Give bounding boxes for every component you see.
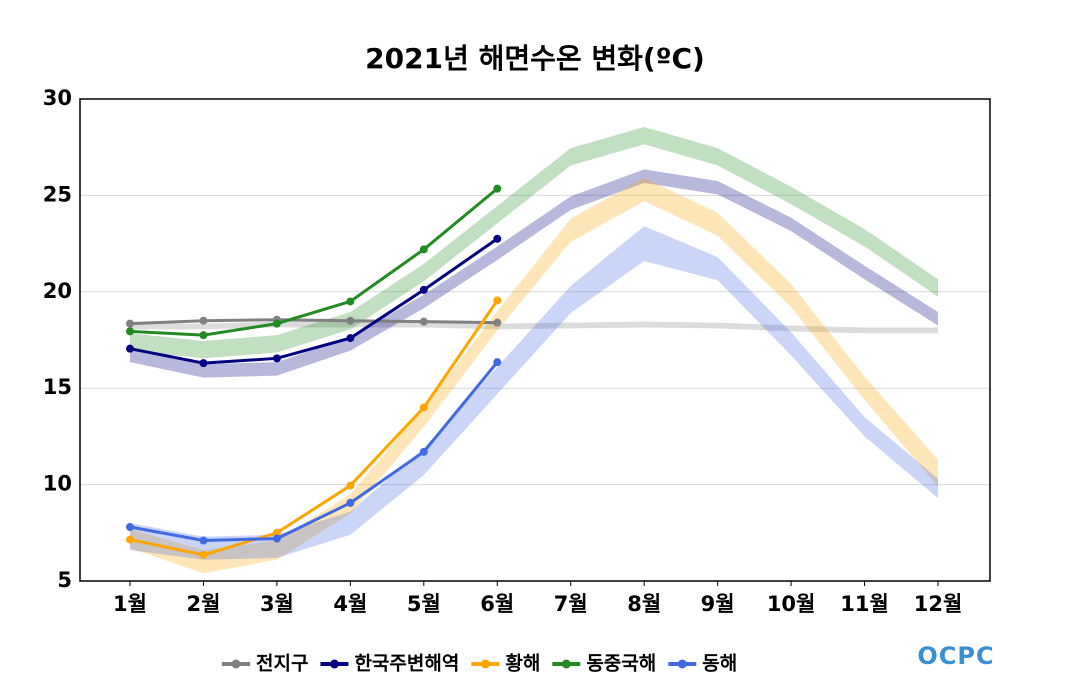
point (346, 334, 355, 343)
plot-frame (79, 98, 991, 582)
series-line (129, 361, 499, 543)
x-tick-label: 12월 (914, 592, 963, 616)
legend-label: 황해 (505, 652, 540, 675)
x-tick-label: 7월 (554, 592, 588, 616)
point (419, 403, 428, 412)
point (493, 234, 502, 243)
legend-dot (329, 659, 339, 669)
x-tick-label: 2월 (186, 592, 220, 616)
point (419, 285, 428, 294)
legend-dot (480, 659, 490, 669)
legend-label: 한국주변해역 (354, 653, 459, 675)
point (346, 316, 355, 325)
point (272, 528, 281, 537)
x-tick-label: 10월 (767, 592, 816, 616)
x-tick-label: 1월 (113, 592, 147, 616)
x-tick-label: 5월 (407, 592, 441, 616)
x-tick-label: 3월 (260, 592, 294, 616)
x-tick-label: 11월 (840, 592, 889, 616)
series-line (129, 187, 499, 337)
x-tick-label: 8월 (627, 592, 661, 616)
point (126, 523, 134, 532)
legend-label: 전지구 (256, 653, 308, 675)
point (272, 534, 281, 543)
logo: OCPC (917, 642, 994, 670)
y-tick-label: 10 (43, 472, 72, 496)
legend-label: 동중국해 (586, 653, 656, 675)
x-tick-label: 4월 (333, 592, 367, 616)
point (199, 331, 208, 340)
point (493, 358, 502, 367)
point (126, 327, 134, 336)
point (126, 319, 134, 328)
y-tick-label: 15 (43, 375, 72, 399)
point (493, 184, 502, 193)
y-tick-label: 30 (43, 86, 72, 110)
legend-dot (231, 659, 241, 669)
point (199, 550, 208, 559)
point (272, 354, 281, 363)
point (346, 481, 355, 490)
point (493, 318, 502, 327)
point (419, 447, 428, 456)
point (126, 344, 134, 353)
point (199, 359, 208, 368)
point (272, 319, 281, 328)
point (493, 296, 502, 305)
series-line (129, 318, 498, 326)
x-tick-label: 9월 (701, 592, 735, 616)
chart-title: 2021년 해면수온 변화(ºC) (365, 42, 705, 75)
series-line (129, 237, 499, 365)
point (346, 498, 355, 507)
legend-label: 동해 (702, 653, 737, 675)
x-tick-label: 6월 (480, 592, 514, 616)
y-tick-label: 5 (57, 568, 72, 592)
point (419, 317, 428, 326)
point (419, 245, 428, 254)
point (126, 535, 134, 544)
point (199, 316, 208, 325)
y-tick-label: 25 (43, 182, 72, 206)
legend-dot (561, 659, 571, 669)
series-line (129, 299, 499, 557)
range-band (130, 321, 938, 334)
legend-dot (677, 659, 687, 669)
point (346, 297, 355, 306)
point (199, 536, 208, 545)
y-tick-label: 20 (43, 279, 72, 303)
legend: 전지구 한국주변해역 황해 동중국해 동해 (222, 652, 737, 675)
